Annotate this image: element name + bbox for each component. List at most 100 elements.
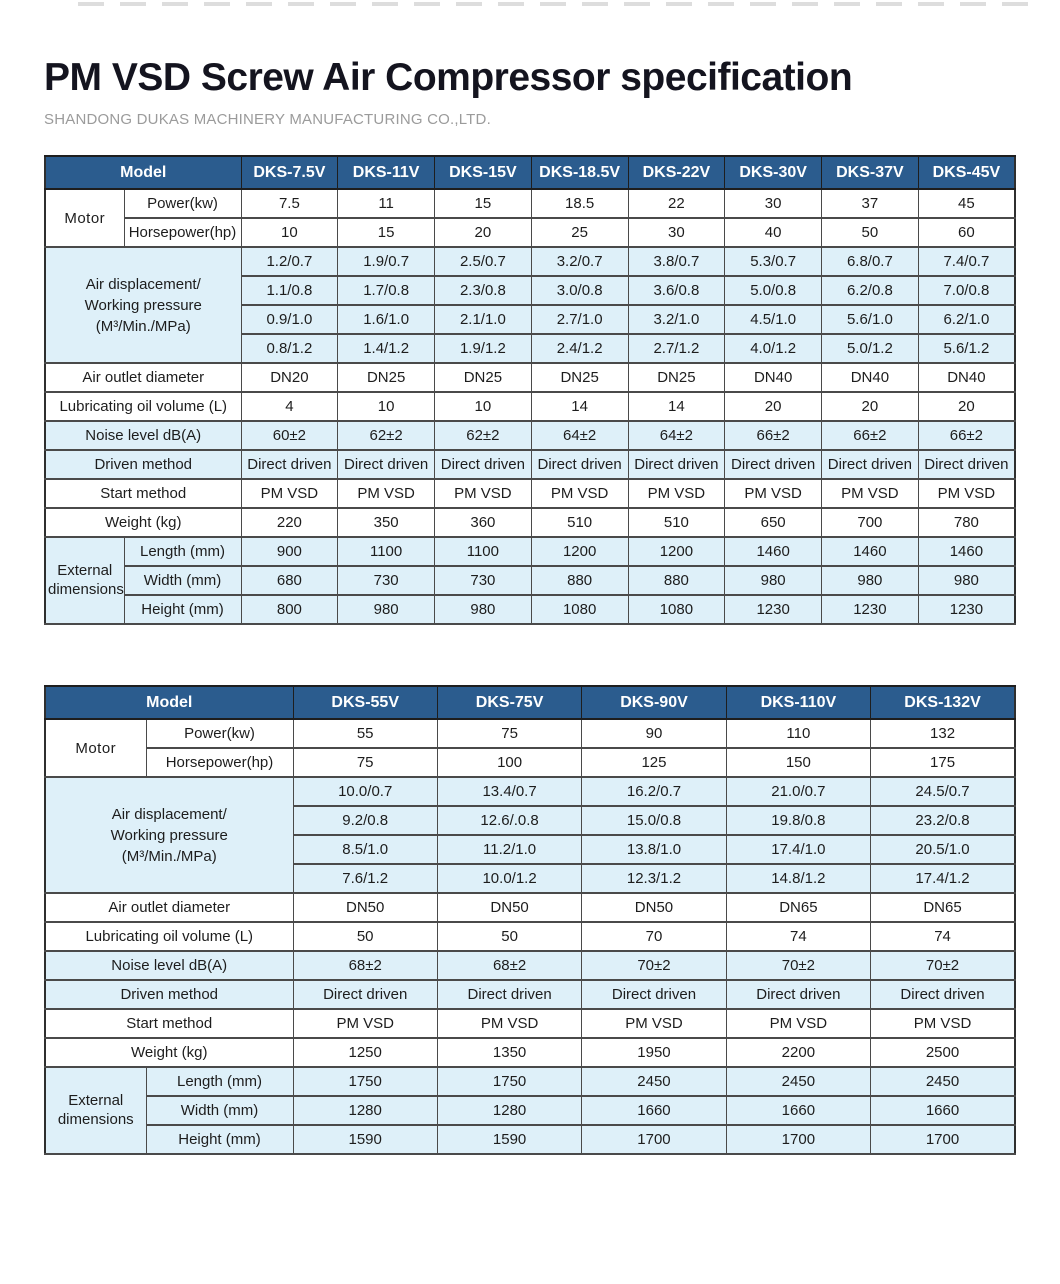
spec-value-cell: DN25 (627, 362, 726, 393)
spec-value-cell: 5.0/0.8 (724, 275, 822, 306)
spec-label: Start method (44, 1008, 294, 1039)
spec-value-cell: 64±2 (627, 420, 726, 451)
spec-value-cell: Direct driven (917, 449, 1016, 480)
spec-value-cell: 1.9/0.7 (337, 246, 435, 277)
spec-value-cell: 1350 (436, 1037, 583, 1068)
spec-value-cell: 5.6/1.2 (917, 333, 1016, 364)
spec-value-cell: PM VSD (292, 1008, 438, 1039)
spec-value-cell: 20 (724, 391, 822, 422)
spec-value-cell: PM VSD (725, 1008, 872, 1039)
spec-value-cell: 0.9/1.0 (240, 304, 339, 335)
air-displacement-label-line: Working pressure (110, 826, 228, 844)
spec-value-cell: 37 (821, 188, 919, 219)
air-displacement-label-line: (M³/Min./MPa) (95, 317, 191, 335)
spec-value-cell: 1230 (821, 594, 919, 625)
spec-value-cell: 15 (434, 188, 532, 219)
spec-value-cell: 510 (530, 507, 629, 538)
spec-value-cell: Direct driven (724, 449, 822, 480)
spec-table-large-models-section: Model DKS-55V DKS-75V DKS-90V DKS-110V DKS-13… (44, 685, 1016, 1155)
spec-value-cell: 50 (292, 921, 438, 952)
spec-label: Noise level dB(A) (44, 420, 242, 451)
spec-value-cell: 510 (627, 507, 726, 538)
spec-value-cell: Direct driven (530, 449, 629, 480)
spec-value-cell: Direct driven (627, 449, 726, 480)
spec-label: Air outlet diameter (44, 892, 294, 923)
spec-value-cell: Direct driven (821, 449, 919, 480)
spec-value-cell: PM VSD (917, 478, 1016, 509)
spec-value-cell: 12.6/.0.8 (436, 805, 583, 836)
spec-value-cell: 700 (821, 507, 919, 538)
spec-label: Weight (kg) (44, 1037, 294, 1068)
spec-value-cell: 1660 (725, 1095, 872, 1126)
spec-value-cell: 1660 (870, 1095, 1016, 1126)
spec-value-cell: 70±2 (725, 950, 872, 981)
model-name-header: DKS-110V (725, 685, 872, 720)
spec-value-cell: 100 (436, 747, 583, 778)
spec-value-cell: 3.2/0.7 (530, 246, 629, 277)
spec-sublabel: Width (mm) (145, 1095, 294, 1126)
spec-value-cell: 1200 (627, 536, 726, 567)
spec-value-cell: 2.4/1.2 (530, 333, 629, 364)
spec-value-cell: 10 (434, 391, 532, 422)
spec-value-cell: 1230 (917, 594, 1016, 625)
spec-value-cell: 350 (337, 507, 435, 538)
spec-value-cell: 20 (917, 391, 1016, 422)
spec-value-cell: 74 (870, 921, 1016, 952)
spec-value-cell: 30 (724, 188, 822, 219)
spec-value-cell: 1590 (436, 1124, 583, 1155)
spec-value-cell: 1200 (530, 536, 629, 567)
spec-value-cell: 75 (436, 718, 583, 749)
spec-value-cell: 2500 (870, 1037, 1016, 1068)
spec-value-cell: 2.7/1.0 (530, 304, 629, 335)
model-name-header: DKS-37V (821, 155, 919, 190)
spec-value-cell: PM VSD (724, 478, 822, 509)
spec-value-cell: 74 (725, 921, 872, 952)
spec-value-cell: 55 (292, 718, 438, 749)
spec-value-cell: 17.4/1.2 (870, 863, 1016, 894)
spec-value-cell: 2.3/0.8 (434, 275, 532, 306)
spec-value-cell: 730 (434, 565, 532, 596)
spec-value-cell: DN25 (434, 362, 532, 393)
spec-sublabel: Width (mm) (123, 565, 242, 596)
spec-value-cell: 50 (436, 921, 583, 952)
spec-value-cell: 3.8/0.7 (627, 246, 726, 277)
spec-value-cell: 110 (725, 718, 872, 749)
spec-value-cell: 980 (434, 594, 532, 625)
spec-table-small-models-section: Model DKS-7.5V DKS-11V DKS-15V DKS-18.5V DKS-… (44, 155, 1016, 625)
spec-value-cell: 1.2/0.7 (240, 246, 339, 277)
spec-value-cell: 1700 (581, 1124, 727, 1155)
spec-value-cell: 880 (627, 565, 726, 596)
spec-value-cell: 4 (240, 391, 339, 422)
spec-value-cell: 800 (240, 594, 339, 625)
spec-value-cell: 1250 (292, 1037, 438, 1068)
spec-value-cell: 360 (434, 507, 532, 538)
air-displacement-label-line: Air displacement/ (85, 275, 201, 293)
spec-value-cell: 66±2 (917, 420, 1016, 451)
spec-value-cell: 1750 (292, 1066, 438, 1097)
spec-value-cell: DN25 (337, 362, 435, 393)
spec-value-cell: 7.6/1.2 (292, 863, 438, 894)
spec-value-cell: 60 (917, 217, 1016, 248)
spec-value-cell: 6.2/1.0 (917, 304, 1016, 335)
spec-value-cell: 50 (821, 217, 919, 248)
spec-value-cell: PM VSD (434, 478, 532, 509)
spec-label: Lubricating oil volume (L) (44, 391, 242, 422)
spec-value-cell: 2200 (725, 1037, 872, 1068)
spec-value-cell: 1100 (434, 536, 532, 567)
spec-value-cell: 13.8/1.0 (581, 834, 727, 865)
spec-value-cell: 1950 (581, 1037, 727, 1068)
spec-value-cell: 730 (337, 565, 435, 596)
spec-value-cell: 70±2 (581, 950, 727, 981)
spec-value-cell: PM VSD (240, 478, 339, 509)
spec-value-cell: 1460 (917, 536, 1016, 567)
model-name-header: DKS-75V (436, 685, 583, 720)
spec-value-cell: DN20 (240, 362, 339, 393)
spec-value-cell: DN65 (725, 892, 872, 923)
air-displacement-label-line: Working pressure (84, 296, 202, 314)
spec-value-cell: 1280 (436, 1095, 583, 1126)
spec-value-cell: 1590 (292, 1124, 438, 1155)
spec-value-cell: 21.0/0.7 (725, 776, 872, 807)
spec-value-cell: 2450 (725, 1066, 872, 1097)
spec-value-cell: 60±2 (240, 420, 339, 451)
spec-value-cell: 980 (724, 565, 822, 596)
